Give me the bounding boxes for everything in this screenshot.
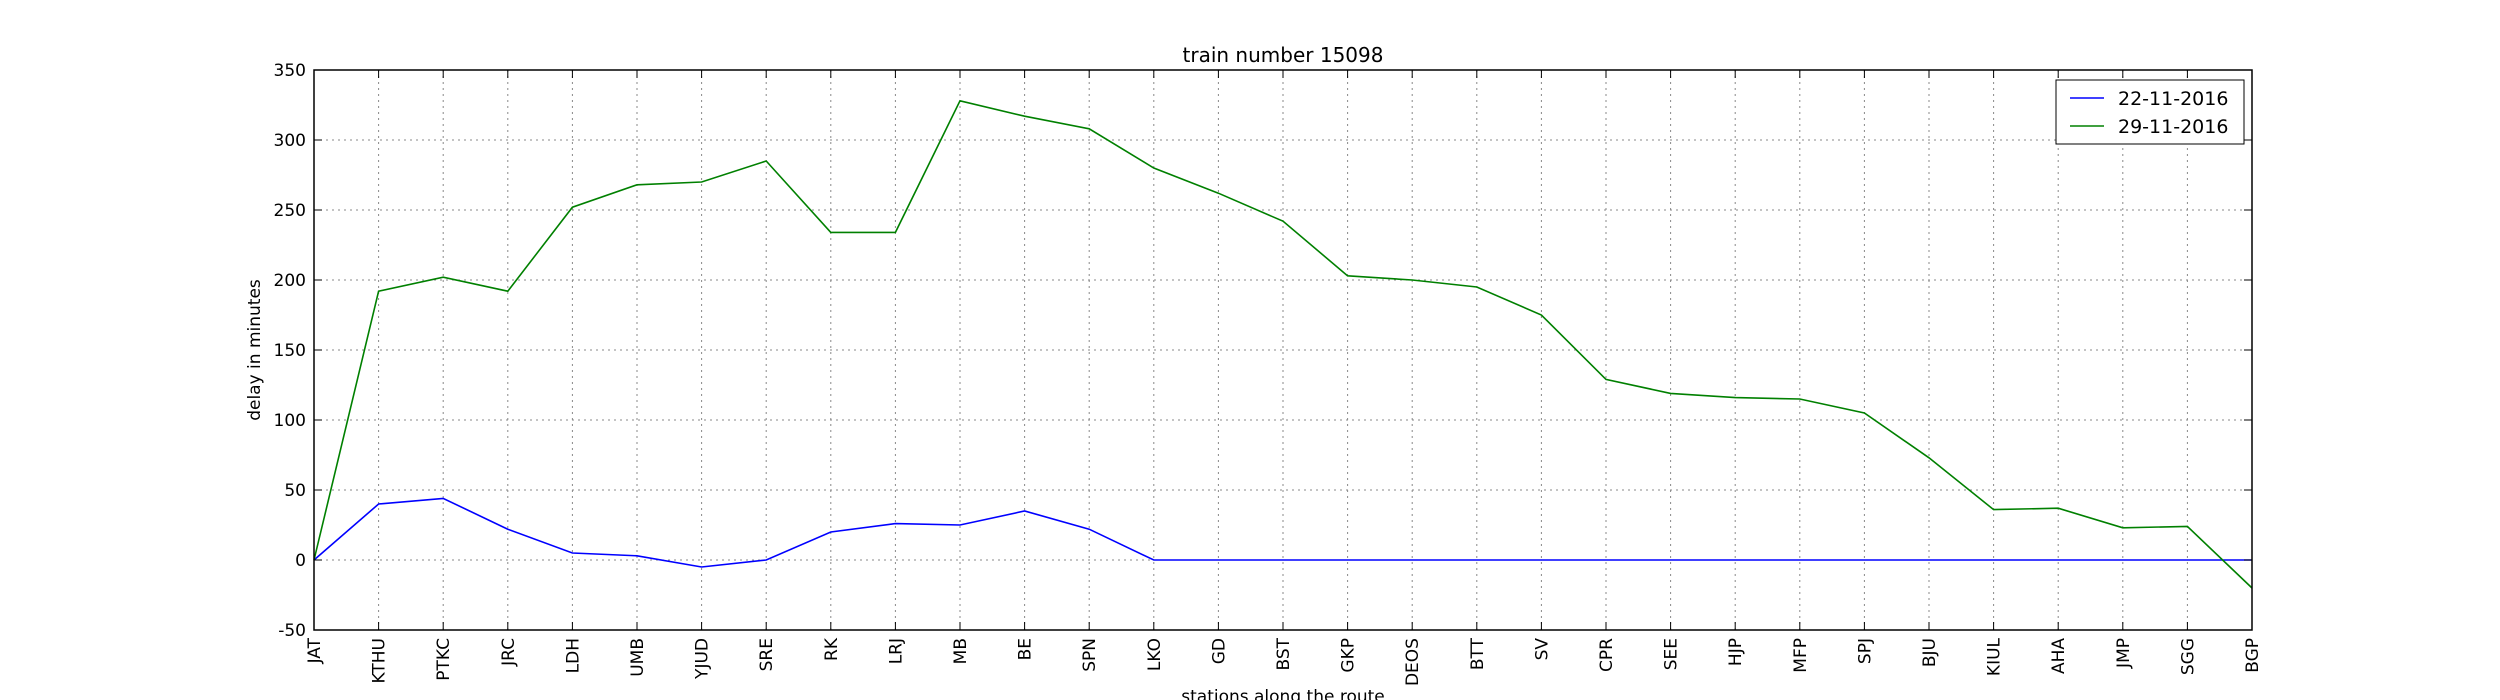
- x-tick-label: SPJ: [1855, 638, 1875, 664]
- x-axis-label: stations along the route: [1181, 687, 1385, 700]
- x-tick-label: LDH: [563, 638, 583, 673]
- x-tick-label: LRJ: [886, 638, 906, 664]
- x-tick-label: DEOS: [1403, 638, 1423, 686]
- grid-lines: [313, 69, 2253, 631]
- y-axis: -50 0 50 100 150 200 250 300 350: [274, 61, 2252, 641]
- series-line-2: [313, 99, 2253, 589]
- y-tick-label: 150: [274, 341, 306, 361]
- x-tick-label: LKO: [1145, 638, 1165, 671]
- legend-label: 29-11-2016: [2118, 116, 2228, 138]
- x-tick-label: GKP: [1339, 638, 1359, 673]
- x-tick-label: CPR: [1597, 638, 1617, 672]
- legend-box: [2055, 79, 2245, 145]
- y-tick-label: 0: [295, 551, 306, 571]
- y-axis-label: delay in minutes: [245, 279, 265, 421]
- y-tick-label: 50: [284, 481, 306, 501]
- x-tick-label: SGG: [2178, 638, 2198, 675]
- y-tick-label: 200: [274, 271, 306, 291]
- x-tick-label: BJU: [1920, 638, 1940, 667]
- x-tick-label: BTT: [1468, 637, 1488, 670]
- y-tick-label: 100: [274, 411, 306, 431]
- legend: 22-11-2016 29-11-2016: [2055, 79, 2245, 145]
- y-tick-label: 250: [274, 201, 306, 221]
- x-tick-label: BE: [1016, 638, 1036, 660]
- x-tick-label: MB: [951, 638, 971, 664]
- x-tick-label: JMP: [2114, 638, 2134, 669]
- x-tick-label: BST: [1274, 637, 1294, 670]
- chart-title: train number 15098: [1183, 43, 1384, 67]
- x-tick-label: RK: [822, 637, 842, 661]
- x-tick-label: PTKC: [434, 638, 454, 681]
- y-tick-label: -50: [278, 621, 306, 641]
- x-tick-label: HJP: [1726, 638, 1746, 666]
- x-tick-label: BGP: [2243, 638, 2263, 673]
- x-tick-label: YJUD: [693, 638, 713, 680]
- x-tick-label: JAT: [305, 637, 325, 664]
- x-tick-label: SEE: [1662, 638, 1682, 670]
- series-line-1: [313, 497, 2252, 568]
- x-tick-label: UMB: [628, 638, 648, 677]
- series-lines: [313, 99, 2253, 589]
- y-tick-label: 300: [274, 131, 306, 151]
- x-tick-label: SRE: [757, 638, 777, 671]
- x-tick-label: AHA: [2049, 638, 2069, 674]
- x-tick-label: SPN: [1080, 638, 1100, 672]
- x-tick-label: KTHU: [370, 638, 390, 683]
- y-tick-label: 350: [274, 61, 306, 81]
- x-tick-label: GD: [1209, 638, 1229, 664]
- x-tick-label: MFP: [1791, 638, 1811, 673]
- x-axis: JAT KTHU PTKC JRC LDH UMB YJUD SRE RK LRJ MB BE SPN L…: [305, 70, 2263, 686]
- x-tick-label: JRC: [499, 638, 519, 667]
- x-tick-label: KIUL: [1985, 637, 2005, 676]
- x-tick-label: SV: [1532, 638, 1552, 661]
- legend-label: 22-11-2016: [2118, 88, 2228, 110]
